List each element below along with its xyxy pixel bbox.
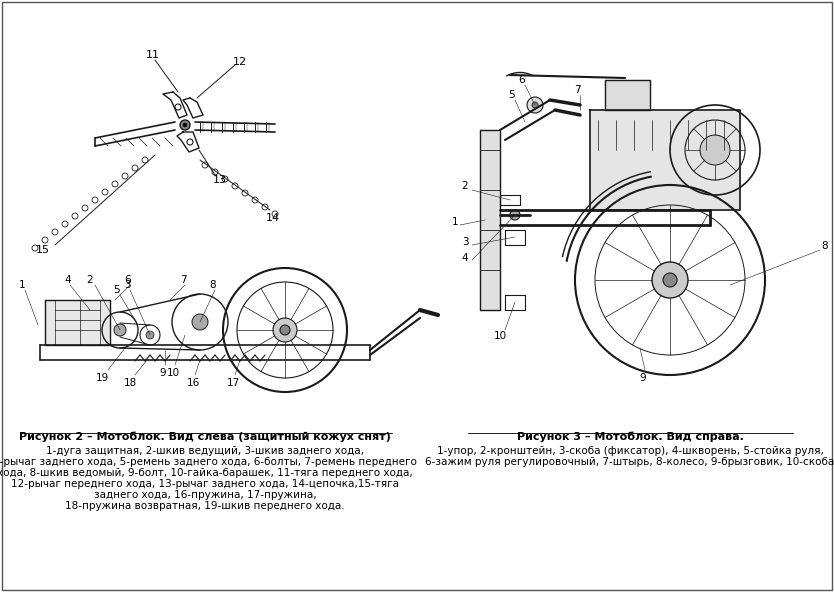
Text: 13: 13	[213, 175, 227, 185]
Circle shape	[527, 97, 543, 113]
Text: 8: 8	[209, 280, 216, 290]
Text: 11: 11	[146, 50, 160, 60]
Text: 16: 16	[186, 378, 199, 388]
Text: 3: 3	[123, 280, 130, 290]
Polygon shape	[590, 110, 740, 210]
Text: 6-зажим руля регулировочный, 7-штырь, 8-колесо, 9-брызговик, 10-скоба: 6-зажим руля регулировочный, 7-штырь, 8-…	[425, 457, 834, 467]
Text: 7: 7	[574, 85, 580, 95]
Text: 15: 15	[36, 245, 50, 255]
Text: 12-рычаг переднего хода, 13-рычаг заднего хода, 14-цепочка,15-тяга: 12-рычаг переднего хода, 13-рычаг заднег…	[11, 479, 399, 489]
Text: 1-упор, 2-кронштейн, 3-скоба (фиксатор), 4-шкворень, 5-стойка руля,: 1-упор, 2-кронштейн, 3-скоба (фиксатор),…	[436, 446, 823, 456]
Text: 1: 1	[18, 280, 25, 290]
Circle shape	[180, 120, 190, 130]
Text: 6: 6	[519, 75, 525, 85]
Text: 14: 14	[266, 213, 280, 223]
Circle shape	[192, 314, 208, 330]
Text: 6: 6	[125, 275, 131, 285]
Text: 4: 4	[462, 253, 469, 263]
Circle shape	[510, 210, 520, 220]
Text: 10: 10	[167, 368, 179, 378]
Text: 12: 12	[233, 57, 247, 67]
Text: 17: 17	[226, 378, 239, 388]
Text: 2: 2	[462, 181, 469, 191]
Text: 1: 1	[452, 217, 459, 227]
Text: хода, 8-шкив ведомый, 9-болт, 10-гайка-барашек, 11-тяга переднего хода,: хода, 8-шкив ведомый, 9-болт, 10-гайка-б…	[0, 468, 413, 478]
Text: 5: 5	[113, 285, 120, 295]
Circle shape	[700, 135, 730, 165]
Circle shape	[114, 324, 126, 336]
Text: 18-пружина возвратная, 19-шкив переднего хода.: 18-пружина возвратная, 19-шкив переднего…	[65, 501, 344, 511]
Text: 2: 2	[87, 275, 93, 285]
Text: 4: 4	[65, 275, 72, 285]
Text: Рисунок 2 – Мотоблок. Вид слева (защитный кожух снят): Рисунок 2 – Мотоблок. Вид слева (защитны…	[19, 432, 391, 442]
Circle shape	[652, 262, 688, 298]
Text: 3: 3	[462, 237, 469, 247]
Polygon shape	[605, 80, 650, 110]
Circle shape	[280, 325, 290, 335]
Text: 10: 10	[494, 331, 506, 341]
Text: 4-рычаг заднего хода, 5-ремень заднего хода, 6-болты, 7-ремень переднего: 4-рычаг заднего хода, 5-ремень заднего х…	[0, 457, 417, 467]
Text: заднего хода, 16-пружина, 17-пружина,: заднего хода, 16-пружина, 17-пружина,	[93, 490, 316, 500]
Text: 9: 9	[640, 373, 646, 383]
Circle shape	[532, 102, 538, 108]
Text: 9: 9	[159, 368, 166, 378]
Text: 7: 7	[179, 275, 186, 285]
Text: 5: 5	[509, 90, 515, 100]
Circle shape	[146, 331, 154, 339]
Circle shape	[183, 123, 187, 127]
Polygon shape	[480, 130, 500, 310]
Text: 18: 18	[123, 378, 137, 388]
Text: 1-дуга защитная, 2-шкив ведущий, 3-шкив заднего хода,: 1-дуга защитная, 2-шкив ведущий, 3-шкив …	[46, 446, 364, 456]
Text: 19: 19	[95, 373, 108, 383]
Polygon shape	[45, 300, 110, 345]
Circle shape	[663, 273, 677, 287]
Text: Рисунок 3 – Мотоблок. Вид справа.: Рисунок 3 – Мотоблок. Вид справа.	[516, 432, 743, 442]
Text: 8: 8	[821, 241, 828, 251]
Circle shape	[273, 318, 297, 342]
